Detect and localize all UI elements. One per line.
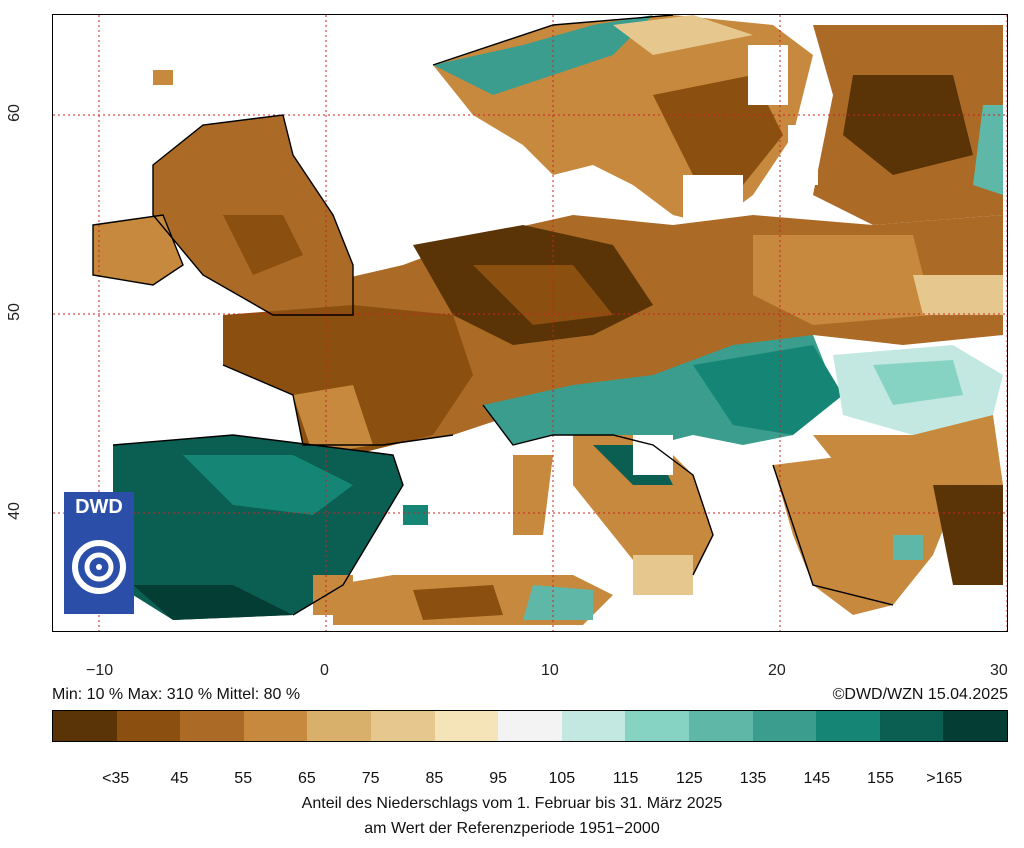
map-canvas — [53, 15, 1007, 631]
legend-swatch — [243, 711, 308, 741]
legend-colorbar — [52, 710, 1008, 742]
x-tick-label: 20 — [768, 662, 786, 679]
dwd-logo-text: DWD — [75, 496, 123, 518]
legend-swatch — [370, 711, 435, 741]
legend-label: 105 — [548, 770, 576, 787]
legend-label: 145 — [803, 770, 831, 787]
legend-swatch — [561, 711, 626, 741]
legend-label: 95 — [489, 770, 508, 787]
caption-line-2: am Wert der Referenzperiode 1951−2000 — [364, 820, 660, 837]
legend-swatch — [688, 711, 753, 741]
dwd-logo: DWD — [64, 492, 134, 614]
legend-label: <35 — [102, 770, 130, 787]
legend-label: 45 — [170, 770, 189, 787]
legend-swatch — [434, 711, 499, 741]
legend-swatch — [816, 711, 880, 741]
legend-label: 125 — [675, 770, 703, 787]
x-tick-label: 0 — [320, 662, 329, 679]
copyright-notice: ©DWD/WZN 15.04.2025 — [832, 686, 1008, 703]
caption-line-1: Anteil des Niederschlags vom 1. Februar … — [301, 795, 723, 812]
legend-swatch — [498, 711, 562, 741]
legend-label: 65 — [298, 770, 316, 787]
legend-swatch — [752, 711, 817, 741]
legend-swatch — [53, 711, 117, 741]
legend-swatch — [307, 711, 371, 741]
x-tick-label: 10 — [541, 662, 559, 679]
legend-label: 55 — [234, 770, 253, 787]
x-tick-label: −10 — [86, 662, 114, 679]
legend-label: 135 — [739, 770, 767, 787]
spiral-icon — [72, 540, 126, 594]
legend-swatch — [625, 711, 689, 741]
legend-swatch — [943, 711, 1007, 741]
y-tick-label: 50 — [6, 303, 23, 321]
legend-label: 115 — [612, 770, 639, 787]
stats-summary: Min: 10 % Max: 310 % Mittel: 80 % — [52, 686, 301, 703]
legend-swatch — [180, 711, 244, 741]
legend-label: 75 — [361, 770, 380, 787]
y-tick-label: 40 — [6, 502, 23, 520]
x-tick-label: 30 — [990, 662, 1008, 679]
legend-swatch — [879, 711, 944, 741]
y-tick-label: 60 — [6, 104, 23, 122]
legend-swatch — [116, 711, 181, 741]
legend-label: 85 — [425, 770, 444, 787]
legend-label: >165 — [926, 770, 963, 787]
precipitation-map — [52, 14, 1008, 632]
legend-label: 155 — [867, 770, 894, 787]
